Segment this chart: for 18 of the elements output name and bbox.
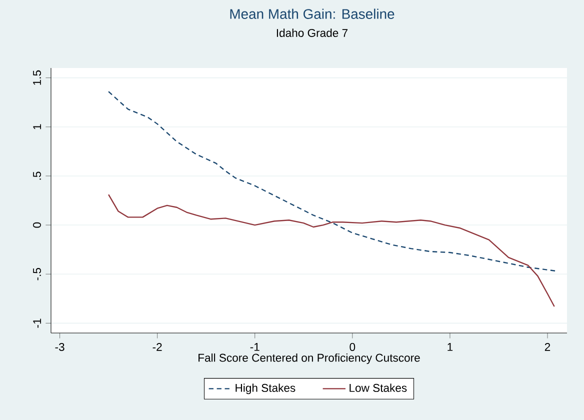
x-tick-label: 0: [350, 343, 356, 351]
x-tick-label: -3: [55, 343, 64, 351]
x-tick-label: 2: [544, 343, 550, 351]
y-tick-label: .5: [33, 172, 41, 180]
y-tick-label: -.5: [33, 268, 41, 280]
x-tick-label: -2: [152, 343, 162, 351]
line-series: [108, 90, 558, 272]
chart-subtitle: Idaho Grade 7: [276, 28, 348, 37]
x-axis-title: Fall Score Centered on Proficiency Cutscore: [198, 353, 420, 364]
y-tick-label: 1: [33, 124, 41, 130]
legend-label: High Stakes: [236, 384, 296, 394]
y-tick-label: 1.5: [33, 70, 41, 85]
y-tick-label: -1: [33, 318, 41, 328]
x-tick-label: 1: [448, 343, 453, 351]
legend-label: Low Stakes: [350, 384, 407, 392]
chart-title: Mean Math Gain: Baseline: [230, 8, 394, 19]
x-tick-label: -1: [250, 343, 260, 351]
y-tick-label: 0: [33, 222, 41, 228]
